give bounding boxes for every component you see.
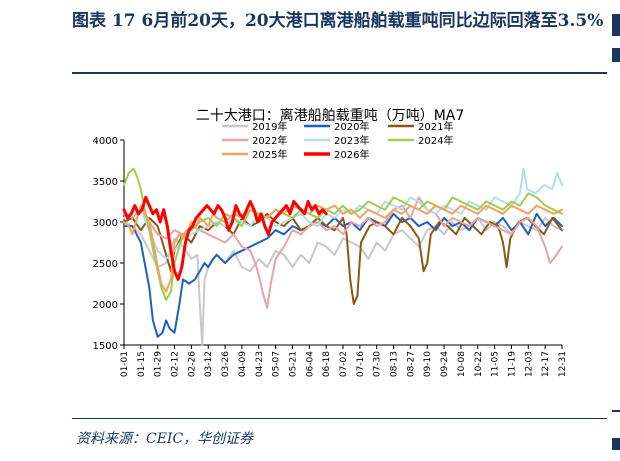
x-tick-label: 12-03 <box>524 351 534 377</box>
x-tick-label: 07-02 <box>339 351 349 377</box>
x-tick-label: 01-01 <box>120 351 130 377</box>
x-tick-label: 04-23 <box>255 351 265 377</box>
y-tick-label: 2500 <box>93 259 118 270</box>
y-tick-label: 4000 <box>93 136 118 147</box>
source-rule <box>72 418 607 419</box>
legend-label: 2026年 <box>334 148 369 161</box>
source-note: 资料来源：CEIC，华创证券 <box>76 431 254 447</box>
chart-title: 二十大港口：离港船舶载重吨（万吨）MA7 <box>196 107 465 124</box>
x-tick-label: 10-22 <box>474 351 484 377</box>
series-line-2024年 <box>123 167 563 301</box>
series-layer <box>122 167 563 346</box>
edge-bar <box>612 438 620 450</box>
legend-label: 2023年 <box>334 134 369 147</box>
x-tick-label: 03-26 <box>221 351 231 377</box>
x-tick-label: 11-05 <box>491 351 501 377</box>
x-tick-label: 01-15 <box>137 351 147 377</box>
y-tick-label: 2000 <box>93 300 118 311</box>
x-tick-label: 11-19 <box>507 351 517 377</box>
legend-label: 2024年 <box>418 134 453 147</box>
x-tick-label: 09-24 <box>440 351 450 377</box>
legend-label: 2021年 <box>418 120 453 133</box>
x-tick-label: 10-08 <box>457 351 467 377</box>
x-tick-label: 07-30 <box>373 351 383 377</box>
port-tonnage-chart: 二十大港口：离港船舶载重吨（万吨）MA7 2019年 2020年 2021年 2022… <box>93 107 568 377</box>
figure-title: 图表 17 6月前20天，20大港口离港船舶载重吨同比边际回落至3.5% <box>72 11 604 31</box>
y-tick-label: 1500 <box>93 341 118 352</box>
y-tick-label: 3000 <box>93 218 118 229</box>
x-tick-label: 07-16 <box>356 351 366 377</box>
edge-bar <box>612 48 620 62</box>
series-line-2019年 <box>123 216 563 346</box>
edge-bar <box>612 14 620 36</box>
x-tick-label: 05-21 <box>288 351 298 377</box>
title-rule <box>72 72 607 74</box>
y-tick-label: 3500 <box>93 177 118 188</box>
series-line-2022年 <box>123 196 563 310</box>
x-tick-label: 02-26 <box>187 351 197 377</box>
chart-axes: 1500 2000 2500 3000 3500 4000 01-01 01-15 01-29 0… <box>93 136 568 377</box>
series-line-2025年 <box>123 204 563 293</box>
x-tick-label: 05-07 <box>272 351 282 377</box>
x-tick-label: 03-12 <box>204 351 214 377</box>
x-tick-label: 09-10 <box>423 351 433 377</box>
edge-bar <box>612 410 620 412</box>
x-tick-label: 01-29 <box>154 351 164 377</box>
legend-label: 2022年 <box>252 134 287 147</box>
x-tick-label: 08-27 <box>406 351 416 377</box>
x-tick-label: 06-04 <box>305 351 315 377</box>
legend-label: 2020年 <box>334 120 369 133</box>
x-tick-label: 02-12 <box>171 351 181 377</box>
legend-label: 2019年 <box>252 120 287 133</box>
legend-label: 2025年 <box>252 148 287 161</box>
x-tick-label: 08-13 <box>390 351 400 377</box>
series-line-2026年 <box>122 195 328 281</box>
chart-legend: 2019年 2020年 2021年 2022年 2023年 2024年 2025年 2026年 <box>222 120 453 161</box>
x-tick-label: 12-31 <box>558 351 568 377</box>
x-tick-label: 04-09 <box>238 351 248 377</box>
x-tick-label: 06-18 <box>322 351 332 377</box>
x-tick-label: 12-17 <box>541 351 551 377</box>
